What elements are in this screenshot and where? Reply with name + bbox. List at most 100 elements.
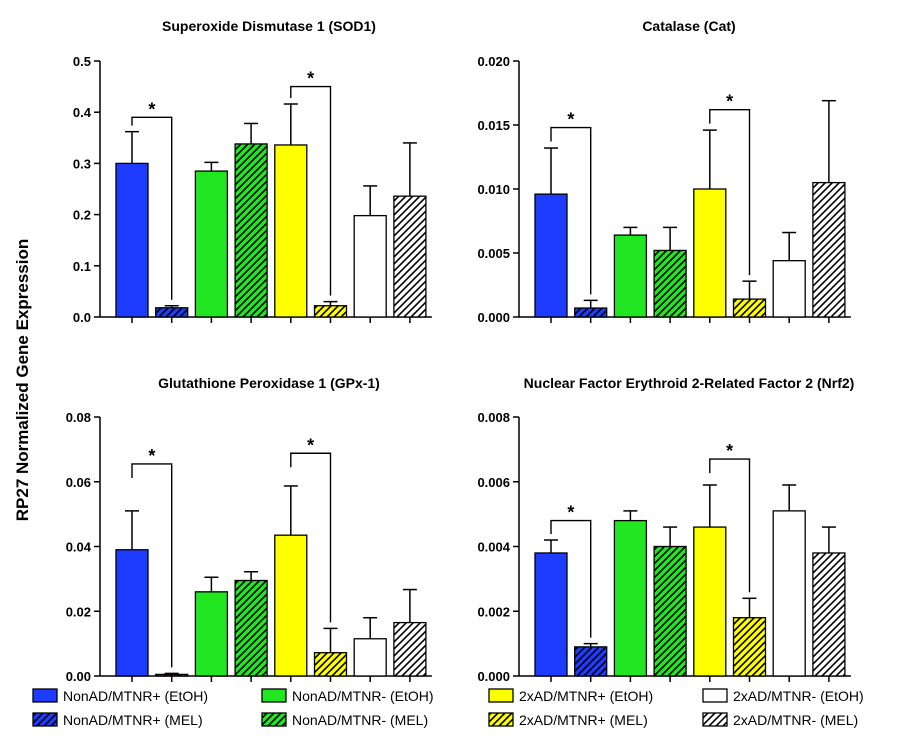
legend-swatch [32, 688, 58, 703]
y-tick-label: 0.006 [477, 475, 510, 490]
significance-star: * [148, 446, 155, 466]
y-tick-label: 0.02 [66, 604, 91, 619]
legend-item: 2xAD/MTNR+ (EtOH) [488, 688, 653, 704]
y-tick-label: 0.5 [73, 54, 91, 69]
significance-bracket [709, 458, 751, 593]
significance-bracket [290, 452, 332, 623]
bar [812, 552, 846, 677]
legend-swatch [488, 688, 514, 703]
y-tick-label: 0.015 [477, 118, 510, 133]
chart-title: Nuclear Factor Erythroid 2-Related Facto… [524, 375, 855, 391]
chart-panel-4: Nuclear Factor Erythroid 2-Related Facto… [477, 375, 854, 684]
bar [393, 621, 427, 677]
bar [693, 188, 727, 318]
legend-swatch [702, 712, 728, 727]
legend-label: NonAD/MTNR+ (MEL) [63, 712, 203, 728]
significance-star: * [567, 110, 574, 130]
legend-swatch [702, 688, 728, 703]
bar [653, 545, 687, 677]
chart-panel-1: Superoxide Dismutase 1 (SOD1) 0.0 0.1 0.2 0.… [73, 18, 432, 325]
y-tick-label: 0.06 [66, 475, 91, 490]
legend-label: 2xAD/MTNR- (EtOH) [733, 688, 864, 704]
significance-star: * [726, 441, 733, 461]
significance-star: * [307, 435, 314, 455]
y-tick-label: 0.000 [477, 310, 510, 325]
bar [693, 526, 727, 677]
legend: NonAD/MTNR+ (EtOH) NonAD/MTNR- (EtOH) 2xAD… [32, 688, 864, 728]
y-tick-label: 0.005 [477, 246, 510, 261]
bar [613, 234, 648, 318]
y-tick-label: 0.3 [73, 156, 91, 171]
bar [274, 144, 308, 318]
legend-label: NonAD/MTNR- (EtOH) [292, 688, 434, 704]
bar [732, 298, 767, 318]
y-tick-label: 0.04 [66, 540, 92, 555]
legend-swatch [261, 688, 287, 703]
bar [393, 195, 427, 318]
y-tick-label: 0.2 [73, 208, 91, 223]
legend-item: 2xAD/MTNR+ (MEL) [488, 712, 648, 728]
significance-star: * [148, 99, 155, 119]
y-tick-label: 0.1 [73, 259, 91, 274]
significance-star: * [307, 69, 314, 89]
bar [313, 652, 348, 677]
bar [353, 214, 387, 318]
bar [274, 534, 308, 677]
bar [772, 510, 806, 677]
legend-label: 2xAD/MTNR+ (MEL) [519, 712, 648, 728]
bar [115, 549, 149, 677]
significance-bracket [550, 126, 592, 295]
significance-star: * [567, 503, 574, 523]
bar [115, 162, 149, 318]
legend-item: NonAD/MTNR+ (MEL) [32, 712, 203, 728]
bar [353, 638, 387, 677]
legend-item: NonAD/MTNR- (EtOH) [261, 688, 434, 704]
bar [534, 193, 568, 318]
y-tick-label: 0.002 [477, 604, 510, 619]
bar [155, 673, 189, 677]
legend-swatch [488, 712, 514, 727]
y-tick-label: 0.000 [477, 669, 510, 684]
legend-swatch [261, 712, 287, 727]
bar [574, 307, 608, 318]
y-axis-label: RP27 Normalized Gene Expression [13, 239, 32, 522]
significance-bracket [709, 108, 751, 276]
y-tick-label: 0.004 [477, 540, 510, 555]
bar [194, 591, 229, 677]
y-tick-label: 0.00 [66, 669, 91, 684]
y-tick-label: 0.010 [477, 182, 510, 197]
chart-title: Superoxide Dismutase 1 (SOD1) [162, 18, 376, 34]
bar [534, 552, 568, 677]
bar [234, 143, 268, 318]
chart-title: Glutathione Peroxidase 1 (GPx-1) [158, 375, 380, 391]
legend-label: NonAD/MTNR+ (EtOH) [63, 688, 208, 704]
bar [772, 260, 806, 318]
significance-bracket [131, 463, 173, 668]
chart-panel-2: Catalase (Cat) 0.000 0.005 0.010 0.015 0.020 *… [477, 18, 851, 325]
bar [155, 307, 189, 318]
legend-item: 2xAD/MTNR- (MEL) [702, 712, 858, 728]
y-tick-label: 0.0 [73, 310, 91, 325]
chart-panels: Superoxide Dismutase 1 (SOD1) 0.0 0.1 0.2 0.… [66, 18, 855, 684]
y-tick-label: 0.08 [66, 410, 91, 425]
legend-item: 2xAD/MTNR- (EtOH) [702, 688, 864, 704]
significance-bracket [290, 85, 332, 296]
legend-item: NonAD/MTNR+ (EtOH) [32, 688, 208, 704]
legend-label: 2xAD/MTNR+ (EtOH) [519, 688, 653, 704]
chart-panel-3: Glutathione Peroxidase 1 (GPx-1) 0.00 0.02… [66, 375, 432, 684]
legend-item: NonAD/MTNR- (MEL) [261, 712, 428, 728]
chart-title: Catalase (Cat) [642, 18, 735, 34]
significance-bracket [550, 519, 592, 638]
significance-star: * [726, 92, 733, 112]
bar [653, 249, 687, 318]
bar [812, 181, 846, 318]
significance-bracket [131, 116, 173, 300]
bar [313, 305, 348, 318]
y-tick-label: 0.4 [73, 105, 92, 120]
y-tick-label: 0.020 [477, 54, 510, 69]
y-tick-label: 0.008 [477, 410, 510, 425]
bar [613, 519, 648, 677]
bar [234, 579, 268, 677]
